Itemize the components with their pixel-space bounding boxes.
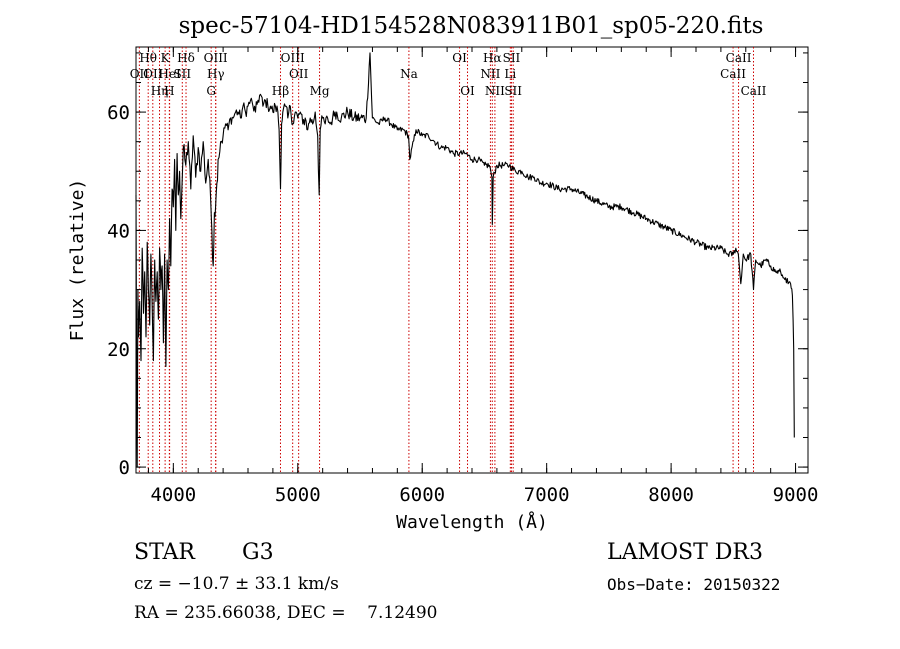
- line-label-1: Hθ: [139, 51, 157, 65]
- y-tick-label: 60: [107, 102, 130, 124]
- spectral-subclass: G3: [242, 540, 274, 565]
- line-label-21: NII: [485, 84, 505, 98]
- line-label-18: OI: [460, 84, 475, 98]
- y-tick-label: 40: [107, 220, 130, 242]
- line-label-5: HeI: [158, 67, 181, 81]
- x-tick-label: 4000: [150, 484, 196, 506]
- line-label-11: G: [206, 84, 216, 98]
- line-label-10: Hγ: [207, 67, 225, 81]
- line-label-8: SII: [173, 67, 191, 81]
- line-label-9: OIII: [204, 51, 228, 65]
- line-label-16: Na: [400, 67, 418, 81]
- line-label-14: OII: [289, 67, 309, 81]
- redshift-text: cz = −10.7 ± 33.1 km/s: [134, 574, 339, 594]
- line-label-27: CaII: [741, 84, 767, 98]
- x-tick-label: 7000: [524, 484, 570, 506]
- x-axis-label: Wavelength (Å): [396, 511, 548, 533]
- obs-date: Obs−Date: 20150322: [607, 575, 781, 594]
- line-label-23: Li: [504, 67, 516, 81]
- x-tick-label: 8000: [648, 484, 694, 506]
- x-tick-label: 9000: [773, 484, 819, 506]
- coordinates: RA = 235.66038, DEC = 7.12490: [134, 603, 438, 623]
- x-tick-label: 5000: [275, 484, 321, 506]
- y-axis-label: Flux (relative): [67, 179, 88, 342]
- spectrum-line: [135, 52, 795, 468]
- line-label-3: Hη: [151, 84, 169, 98]
- x-tick-label: 6000: [399, 484, 445, 506]
- line-label-19: Hα: [483, 51, 502, 65]
- line-label-12: Hβ: [272, 84, 289, 98]
- line-label-0: OII: [130, 67, 150, 81]
- line-label-20: NII: [480, 67, 500, 81]
- axis-tick-labels: 4000 5000 6000 7000 8000 9000 0 20 40 60: [107, 102, 818, 506]
- spectral-line-markers: [138, 47, 754, 473]
- survey-name: LAMOST DR3: [607, 540, 763, 565]
- object-type: STAR: [134, 540, 195, 565]
- line-label-26: CaII: [720, 67, 746, 81]
- line-label-6: H: [164, 84, 174, 98]
- line-label-24: SII: [504, 84, 522, 98]
- line-label-15: Mg: [310, 84, 330, 98]
- chart-title: spec-57104-HD154528N083911B01_sp05-220.f…: [179, 13, 764, 39]
- line-label-4: K: [161, 51, 171, 65]
- line-label-22: SII: [503, 51, 521, 65]
- y-tick-label: 20: [107, 339, 130, 361]
- line-label-13: OIII: [281, 51, 305, 65]
- y-tick-label: 0: [119, 457, 130, 479]
- line-label-17: OI: [452, 51, 467, 65]
- line-label-2: OII: [143, 67, 163, 81]
- line-label-25: CaII: [726, 51, 752, 65]
- line-label-7: Hδ: [177, 51, 195, 65]
